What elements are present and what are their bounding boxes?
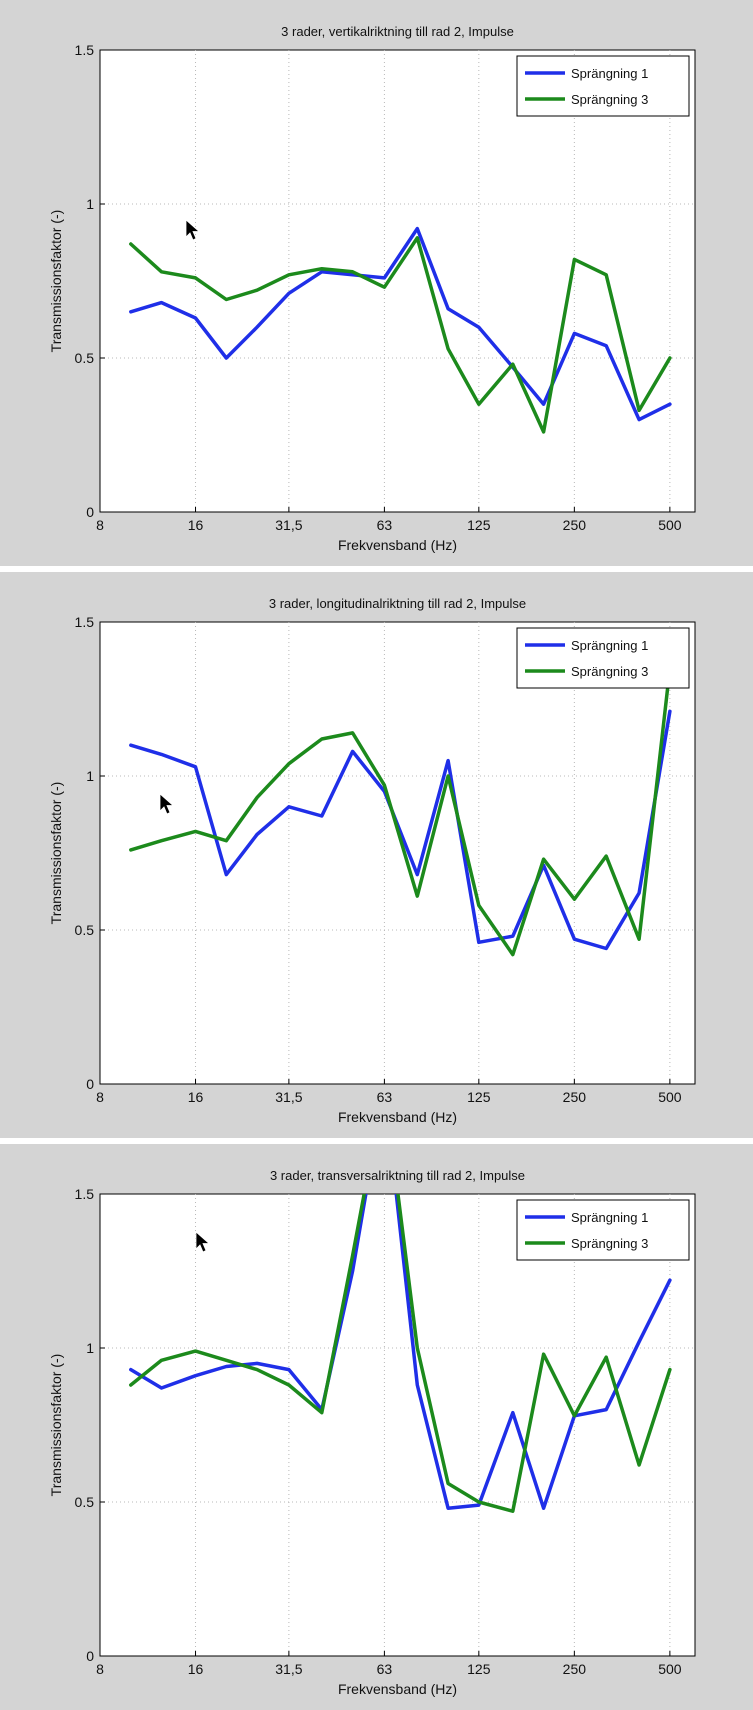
chart-svg: 8 16 31,5 63 125 250 500 0 0.5 1 1.5 3 rader, longi… [48, 596, 696, 1125]
chart-svg: 8 16 31,5 63 125 250 500 0 0.5 1 1.5 3 rader, trans… [48, 1168, 696, 1697]
mouse-pointer-icon [185, 219, 201, 241]
chart-figure-longitudinal: 8 16 31,5 63 125 250 500 0 0.5 1 1.5 3 rader, longi… [0, 572, 753, 1138]
y-tick-label: 1.5 [75, 614, 95, 630]
x-tick-label: 16 [188, 1661, 204, 1677]
legend-label-1: Sprängning 1 [571, 1210, 648, 1225]
mouse-pointer-icon [195, 1231, 211, 1253]
chart-title: 3 rader, vertikalriktning till rad 2, Im… [281, 24, 514, 39]
legend-label-2: Sprängning 3 [571, 664, 648, 679]
x-tick-label: 8 [96, 1089, 104, 1105]
plot-area [99, 49, 696, 513]
x-axis-label: Frekvensband (Hz) [338, 1109, 457, 1125]
series-line-2 [129, 1194, 672, 1513]
x-tick-label: 250 [563, 1661, 587, 1677]
y-tick-label: 0.5 [75, 350, 95, 366]
mouse-pointer-icon [159, 793, 175, 815]
legend [516, 627, 690, 689]
series-line-1 [129, 1194, 672, 1510]
x-tick-label: 16 [188, 517, 204, 533]
y-axis-label: Transmissionsfaktor (-) [48, 210, 64, 353]
x-tick-label: 500 [658, 1661, 682, 1677]
y-axis-label: Transmissionsfaktor (-) [48, 1354, 64, 1497]
x-tick-label: 31,5 [275, 1089, 302, 1105]
x-tick-label: 16 [188, 1089, 204, 1105]
y-tick-label: 1.5 [75, 42, 95, 58]
plot-area [99, 621, 696, 1085]
legend-label-2: Sprängning 3 [571, 92, 648, 107]
legend-label-1: Sprängning 1 [571, 638, 648, 653]
series-line-1 [129, 709, 672, 951]
x-tick-label: 125 [467, 517, 491, 533]
legend-label-2: Sprängning 3 [571, 1236, 648, 1251]
x-axis-label: Frekvensband (Hz) [338, 537, 457, 553]
x-tick-label: 8 [96, 1661, 104, 1677]
y-tick-label: 1 [86, 196, 94, 212]
chart-title: 3 rader, longitudinalriktning till rad 2… [269, 596, 526, 611]
y-tick-label: 0.5 [75, 922, 95, 938]
y-tick-label: 1.5 [75, 1186, 95, 1202]
chart-svg: 8 16 31,5 63 125 250 500 0 0.5 1 1.5 3 rader, verti… [48, 24, 696, 553]
x-tick-label: 63 [377, 517, 393, 533]
y-tick-label: 0 [86, 504, 94, 520]
y-tick-label: 0.5 [75, 1494, 95, 1510]
x-tick-label: 31,5 [275, 517, 302, 533]
x-tick-label: 63 [377, 1089, 393, 1105]
legend [516, 1199, 690, 1261]
x-tick-label: 125 [467, 1089, 491, 1105]
y-tick-label: 1 [86, 1340, 94, 1356]
x-tick-label: 500 [658, 517, 682, 533]
x-axis-label: Frekvensband (Hz) [338, 1681, 457, 1697]
x-tick-label: 125 [467, 1661, 491, 1677]
legend [516, 55, 690, 117]
legend-label-1: Sprängning 1 [571, 66, 648, 81]
x-tick-label: 500 [658, 1089, 682, 1105]
series-line-2 [129, 236, 672, 434]
x-tick-label: 250 [563, 1089, 587, 1105]
chart-figure-vertical: 8 16 31,5 63 125 250 500 0 0.5 1 1.5 3 rader, verti… [0, 0, 753, 566]
chart-figure-transversal: 8 16 31,5 63 125 250 500 0 0.5 1 1.5 3 rader, trans… [0, 1144, 753, 1710]
plot-area [99, 1193, 696, 1657]
x-tick-label: 63 [377, 1661, 393, 1677]
y-tick-label: 0 [86, 1648, 94, 1664]
series-line-2 [129, 666, 672, 957]
y-tick-label: 1 [86, 768, 94, 784]
y-tick-label: 0 [86, 1076, 94, 1092]
x-tick-label: 8 [96, 517, 104, 533]
x-tick-label: 31,5 [275, 1661, 302, 1677]
series-line-1 [129, 226, 672, 422]
x-tick-label: 250 [563, 517, 587, 533]
y-axis-label: Transmissionsfaktor (-) [48, 782, 64, 925]
chart-title: 3 rader, transversalriktning till rad 2,… [270, 1168, 525, 1183]
